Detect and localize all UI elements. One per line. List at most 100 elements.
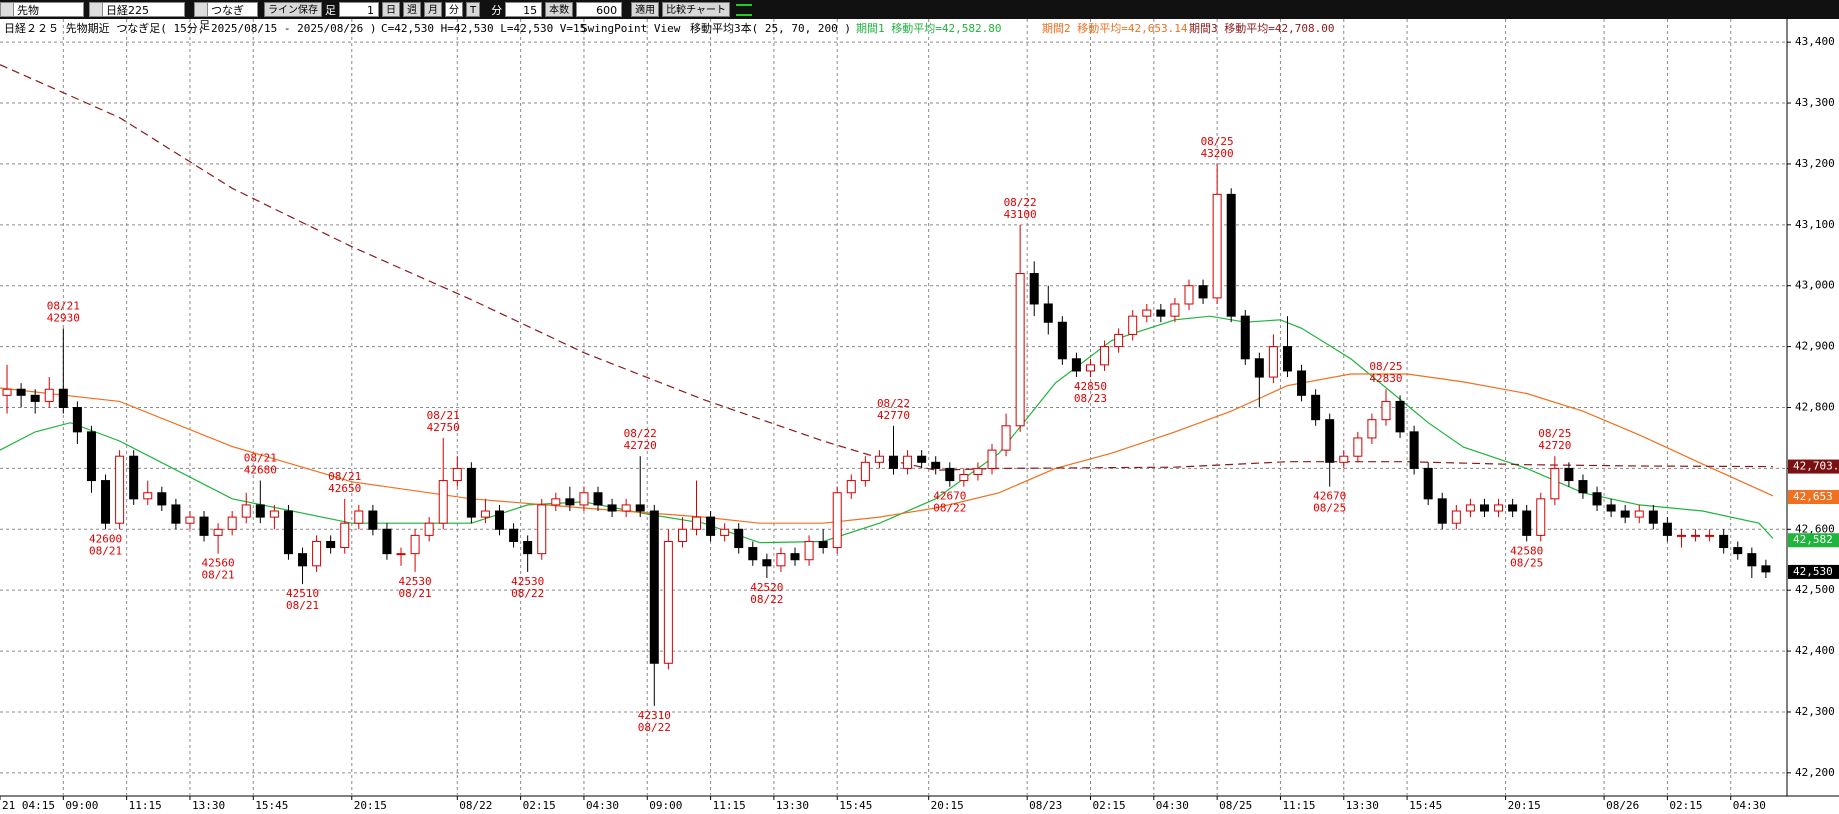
candle-body — [1100, 346, 1110, 366]
x-tick-label: 09:00 — [65, 799, 98, 812]
candle-body — [1001, 425, 1011, 451]
candle-body — [1198, 285, 1208, 299]
day-button[interactable]: 日 — [382, 2, 400, 17]
candle-body — [1015, 273, 1025, 427]
save-button[interactable]: ライン保存 — [264, 2, 322, 17]
tick-button[interactable]: T — [466, 2, 481, 17]
candle-body — [1662, 522, 1672, 536]
week-button[interactable]: 週 — [403, 2, 421, 17]
candle-body — [663, 540, 673, 664]
swing-high-value: 42650 — [328, 482, 361, 495]
swing-low-value: 42310 — [638, 709, 671, 722]
month-button[interactable]: 月 — [424, 2, 442, 17]
compare-button[interactable]: 比較チャート — [662, 2, 731, 17]
y-tick-label: 42,800 — [1795, 401, 1835, 414]
swing-high-value: 43100 — [1004, 208, 1037, 221]
mode-select[interactable]: つなぎ足 — [194, 2, 258, 32]
market-select[interactable]: 先物 — [0, 2, 84, 17]
candle-body — [368, 510, 378, 530]
candle-body — [213, 528, 223, 536]
candle-body — [340, 522, 350, 549]
x-tick-label: 08/26 — [1606, 799, 1639, 812]
candle-body — [1705, 534, 1715, 537]
candle-body — [1353, 437, 1363, 457]
candle-body — [1240, 315, 1250, 360]
swing-high-value: 43200 — [1201, 147, 1234, 160]
y-tick-label: 42,400 — [1795, 644, 1835, 657]
x-tick-label: 09:00 — [649, 799, 682, 812]
swing-low-date: 08/21 — [89, 544, 122, 557]
annotation: 移動平均3本( 25, 70, 200 ) — [690, 21, 851, 35]
candle-body — [1184, 285, 1194, 305]
candle-body — [1691, 534, 1701, 537]
candle-body — [1043, 303, 1053, 323]
bar-count-input[interactable]: 1 — [339, 2, 379, 17]
chart-icon[interactable] — [736, 3, 753, 16]
candle-body — [1719, 534, 1729, 549]
candle-body — [1311, 394, 1321, 421]
index-select[interactable]: 日経225 — [89, 2, 185, 17]
swing-low-date: 08/21 — [399, 587, 432, 600]
candle-body — [987, 449, 997, 469]
candle-body — [298, 553, 308, 567]
y-tick-label: 42,500 — [1795, 583, 1835, 596]
x-tick-label: 13:30 — [1346, 799, 1379, 812]
candle-body — [565, 498, 575, 506]
candle-body — [1128, 315, 1138, 335]
x-tick-label: 02:15 — [1669, 799, 1702, 812]
candle-body — [227, 516, 237, 530]
candle-body — [424, 522, 434, 536]
candle-body — [1339, 455, 1349, 463]
price-marker — [1788, 564, 1839, 579]
candle-body — [537, 504, 547, 555]
candle-body — [438, 480, 448, 524]
swing-high-date: 08/22 — [877, 397, 910, 410]
x-tick-label: 11:15 — [713, 799, 746, 812]
candle-body — [255, 504, 265, 518]
count-input[interactable]: 600 — [576, 2, 623, 17]
candle-body — [1381, 400, 1391, 421]
candle-body — [452, 467, 462, 482]
swing-high-value: 42770 — [877, 409, 910, 422]
legend-entry: 期間3 移動平均=42,708.00 — [1189, 21, 1334, 35]
candle-body — [1592, 492, 1602, 506]
x-tick-label: 11:15 — [1282, 799, 1315, 812]
candle-body — [1465, 504, 1475, 512]
swing-high-date: 08/21 — [244, 452, 277, 465]
candle-body — [607, 504, 617, 512]
candle-body — [1479, 504, 1489, 512]
candle-body — [1212, 193, 1222, 299]
candle-body — [1029, 273, 1039, 305]
candle-body — [1071, 358, 1081, 372]
candle-body — [776, 553, 786, 567]
candle-body — [1508, 504, 1518, 512]
candle-body — [1254, 358, 1264, 378]
interval-input[interactable]: 15 — [505, 2, 543, 17]
candle-body — [1747, 553, 1757, 567]
candle-body — [649, 510, 659, 664]
candle-body — [931, 461, 941, 469]
unit-label: 分 — [491, 3, 503, 17]
swing-low-value: 42510 — [286, 587, 319, 600]
swing-low-value: 42520 — [750, 581, 783, 594]
swing-high-date: 08/21 — [427, 409, 460, 422]
candle-body — [157, 492, 167, 506]
apply-button[interactable]: 適用 — [631, 2, 660, 17]
swing-high-date: 08/25 — [1538, 427, 1571, 440]
x-tick-label: 02:15 — [1092, 799, 1125, 812]
y-tick-label: 42,200 — [1795, 766, 1835, 779]
candle-body — [551, 498, 561, 506]
candle-body — [903, 455, 913, 469]
y-tick-label: 43,300 — [1795, 96, 1835, 109]
candle-body — [1268, 346, 1278, 378]
x-tick-label: 04:30 — [586, 799, 619, 812]
price-marker — [1788, 533, 1839, 548]
minute-button[interactable]: 分 — [445, 2, 463, 17]
x-tick-label: 11:15 — [129, 799, 162, 812]
candle-body — [199, 516, 209, 536]
candle-body — [354, 510, 364, 524]
candle-body — [917, 455, 927, 463]
candle-body — [1325, 419, 1335, 463]
